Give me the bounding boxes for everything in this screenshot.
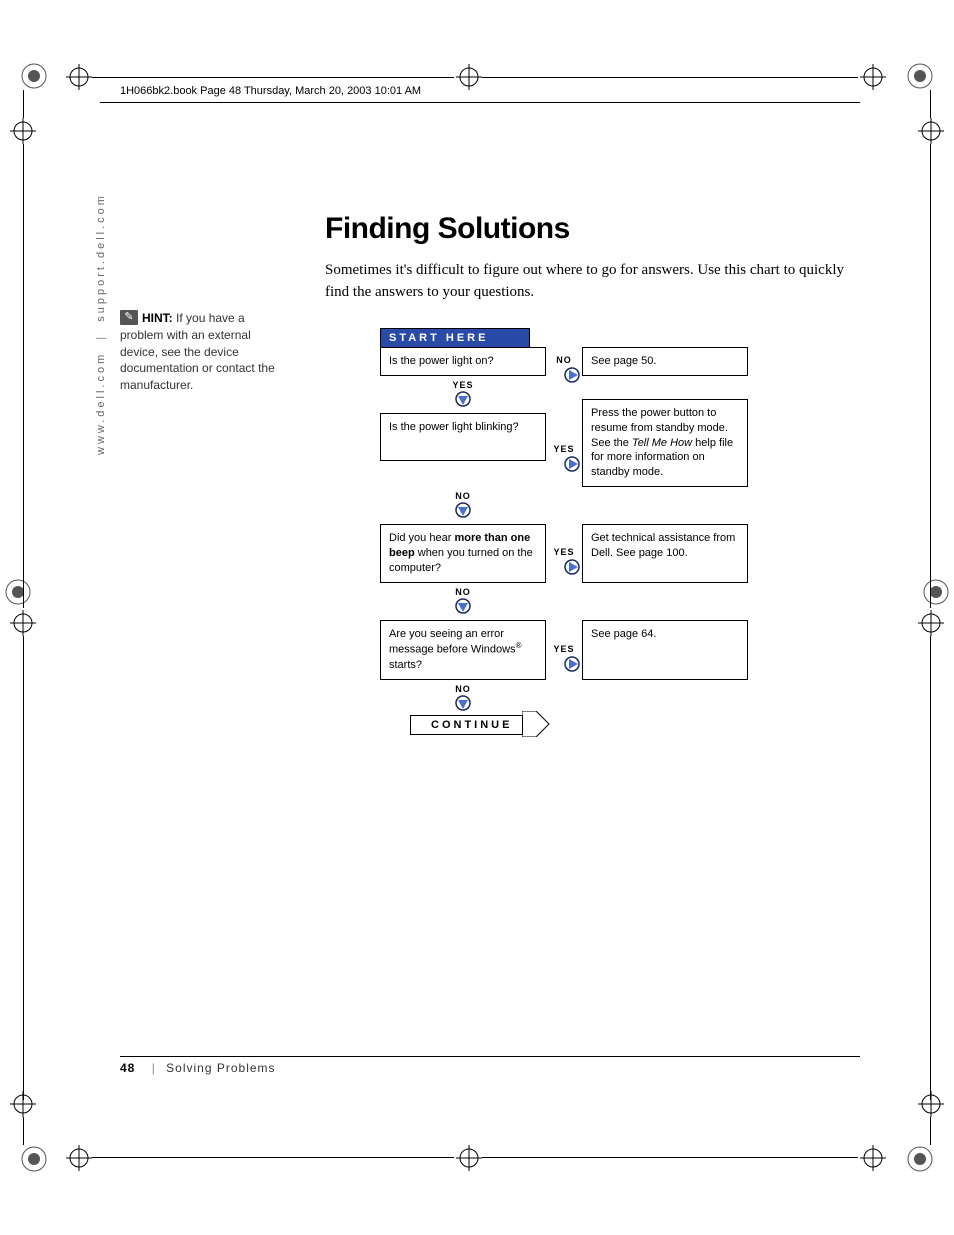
reg-mark-icon [10,610,36,636]
flow-row-1: Is the power light on? NO See page 50. [380,347,780,376]
url-support: support.dell.com [95,193,107,322]
sidebar-url: www.dell.com | support.dell.com [95,193,107,455]
flow-a2: Press the power button to resume from st… [582,399,748,487]
reg-mark-icon [918,1091,944,1117]
flow-mid-2: YES [546,413,582,487]
intro-text: Sometimes it's difficult to figure out w… [325,260,855,304]
reg-mark-icon [922,578,950,606]
flow-down-3: NO [380,587,546,614]
footer-section: Solving Problems [166,1061,275,1075]
hint-icon: ✎ [120,310,138,325]
flow-a4: See page 64. [582,620,748,680]
arrow-down-icon [380,598,546,614]
flow-down-2: NO [380,491,546,518]
flow-down-1-label: YES [452,380,473,390]
flow-down-4-label: NO [455,684,471,694]
flow-a2-italic: Tell Me How [632,437,695,449]
flow-q2: Is the power light blinking? [380,413,546,461]
flow-mid-1-label: NO [556,355,572,365]
header-rule [100,102,860,103]
reg-mark-icon [860,1145,886,1171]
crop-line [482,1157,858,1158]
flow-q4-pre: Are you seeing an error message before W… [389,628,516,657]
arrow-down-icon [380,391,546,407]
reg-mark-icon [10,1091,36,1117]
flow-q4: Are you seeing an error message before W… [380,620,546,680]
page-number: 48 [120,1061,135,1075]
continue-label: CONTINUE [410,715,523,735]
reg-mark-icon [4,578,32,606]
flow-mid-4-label: YES [553,644,574,654]
crop-line [930,636,931,1100]
flow-mid-1: NO [546,347,582,376]
flow-mid-2-label: YES [553,444,574,454]
continue-wrap: CONTINUE [380,711,780,740]
flow-q3: Did you hear more than one beep when you… [380,524,546,583]
flow-mid-3: YES [546,524,582,583]
reg-mark-icon [66,1145,92,1171]
flow-q3-pre: Did you hear [389,532,454,544]
flow-mid-3-label: YES [553,547,574,557]
reg-mark-icon [66,64,92,90]
flow-down-2-label: NO [455,491,471,501]
hint-label: HINT: [142,311,173,325]
flow-row-4: Are you seeing an error message before W… [380,620,780,680]
crop-line [23,1117,24,1145]
crop-line [23,144,24,608]
start-here-label: START HERE [380,328,530,347]
crop-line [23,90,24,118]
reg-mark-icon [20,62,48,90]
reg-mark-icon [906,62,934,90]
flow-down-3-label: NO [455,587,471,597]
flow-q4-post: starts? [389,659,422,671]
reg-mark-icon [456,64,482,90]
page-title: Finding Solutions [325,212,570,246]
arrow-down-icon [380,695,546,711]
crop-line [92,77,454,78]
reg-mark-icon [10,118,36,144]
reg-mark-icon [860,64,886,90]
hint-block: ✎HINT: If you have a problem with an ext… [120,310,290,394]
flow-row-2: Is the power light blinking? YES Press t… [380,413,780,487]
reg-mark-icon [20,1145,48,1173]
footer-rule [120,1056,860,1057]
reg-mark-icon [906,1145,934,1173]
reg-mark-icon [456,1145,482,1171]
arrow-down-icon [380,502,546,518]
reg-mark-icon [918,610,944,636]
url-dell: www.dell.com [95,352,107,455]
flowchart: START HERE Is the power light on? NO See… [380,328,780,740]
flow-row-3: Did you hear more than one beep when you… [380,524,780,583]
crop-line [482,77,858,78]
page: 1H066bk2.book Page 48 Thursday, March 20… [0,0,954,1235]
flow-down-4: NO [380,684,546,711]
crop-line [930,144,931,608]
flow-q4-sup: ® [516,641,522,650]
crop-line [92,1157,454,1158]
continue-arrow-icon [522,711,550,740]
flow-a1: See page 50. [582,347,748,376]
footer: 48 | Solving Problems [120,1061,276,1075]
footer-separator: | [152,1061,156,1075]
reg-mark-icon [918,118,944,144]
url-separator: | [95,334,107,340]
book-header: 1H066bk2.book Page 48 Thursday, March 20… [120,85,421,97]
crop-line [930,1117,931,1145]
crop-line [930,90,931,118]
flow-mid-4: YES [546,620,582,680]
flow-down-1: YES [380,380,546,407]
flow-a3: Get technical assistance from Dell. See … [582,524,748,583]
crop-line [23,636,24,1100]
flow-q1: Is the power light on? [380,347,546,376]
